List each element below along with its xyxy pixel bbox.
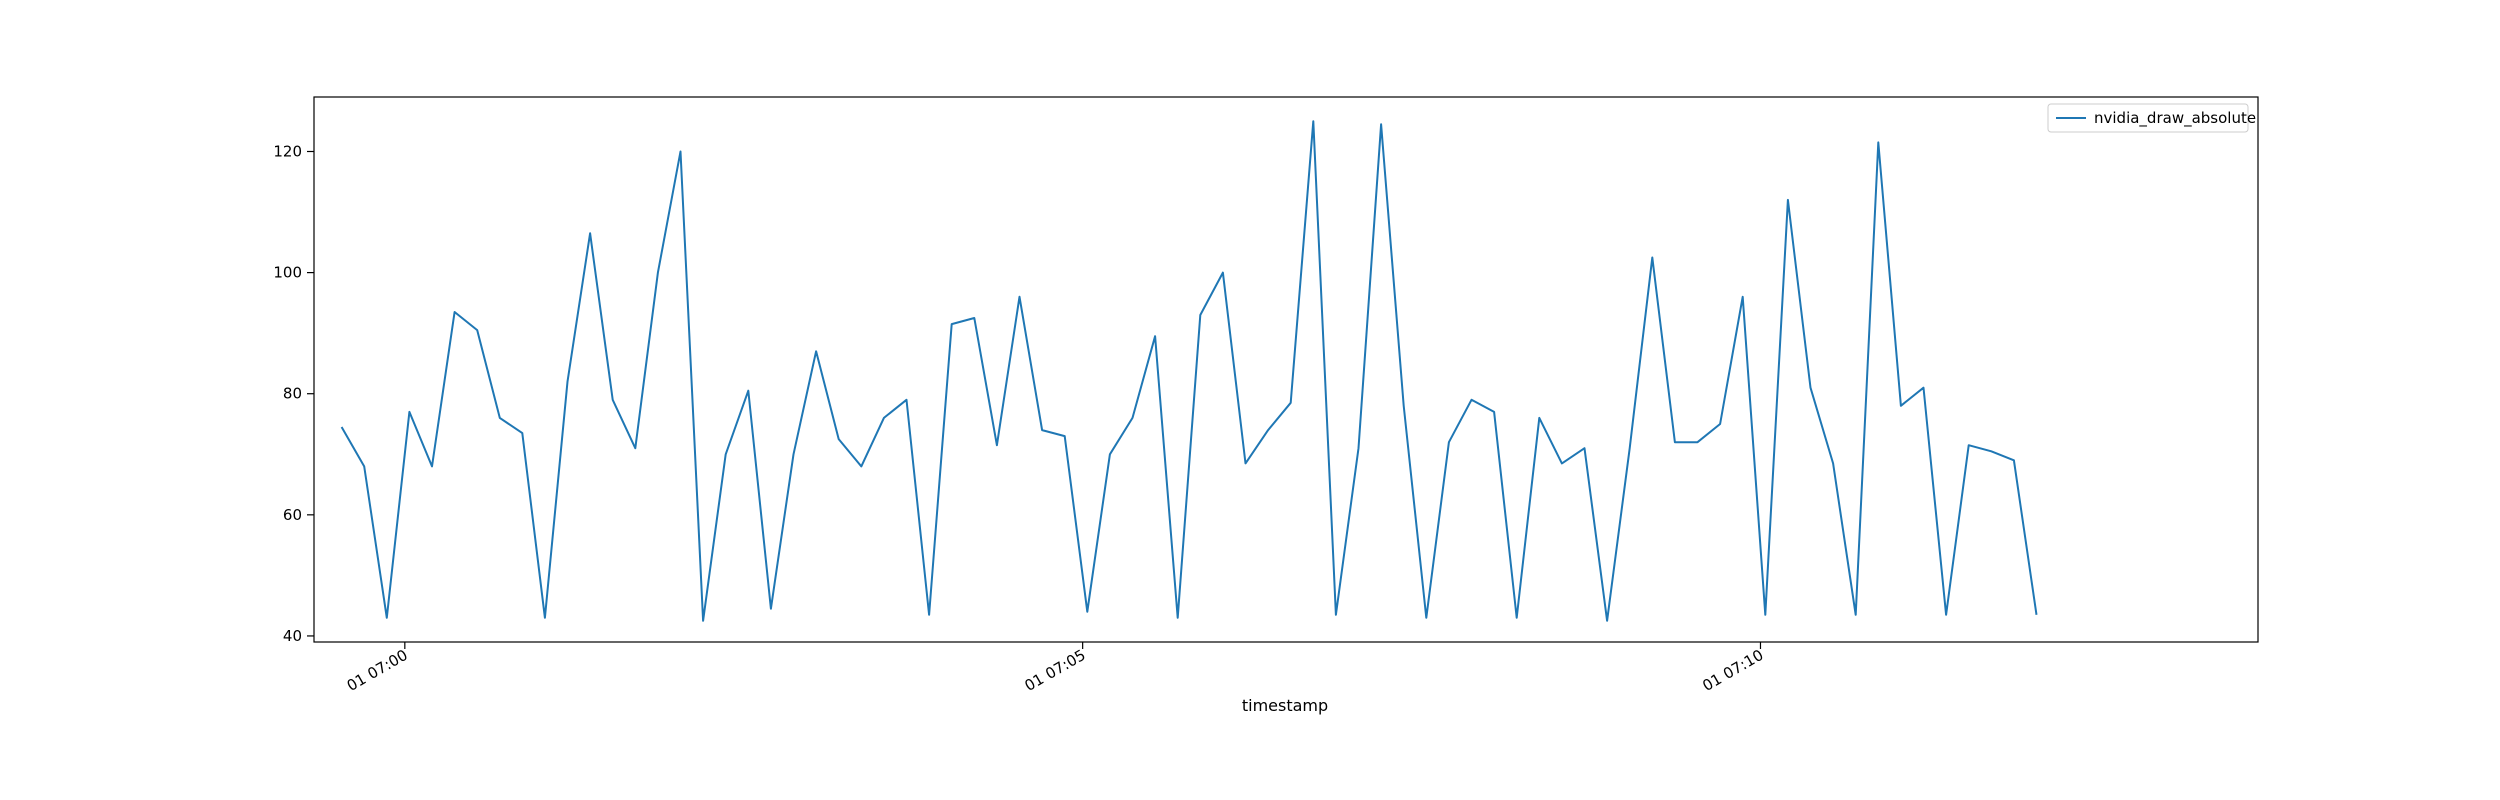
plot-area — [313, 96, 2259, 643]
legend-box — [2047, 103, 2249, 133]
x-tick-label: 01 07:00 — [344, 646, 411, 695]
y-tick-label: 40 — [283, 627, 302, 645]
x-tick-label: 01 07:10 — [1699, 646, 1766, 695]
legend: nvidia_draw_absolute — [2047, 103, 2256, 133]
y-tick-label: 100 — [273, 264, 302, 282]
x-axis: 01 07:00 01 07:05 01 07:10 — [344, 642, 1766, 695]
y-tick-label: 60 — [283, 506, 302, 524]
y-tick-label: 120 — [273, 143, 302, 161]
y-tick-label: 80 — [283, 385, 302, 403]
legend-label: nvidia_draw_absolute — [2094, 109, 2256, 128]
y-axis: 40 60 80 100 120 — [273, 143, 314, 645]
plot-frame — [313, 96, 2259, 643]
series-line-nvidia_draw_absolute — [340, 120, 2038, 622]
x-tick-label: 01 07:05 — [1022, 646, 1089, 695]
x-axis-label: timestamp — [1242, 696, 1328, 715]
